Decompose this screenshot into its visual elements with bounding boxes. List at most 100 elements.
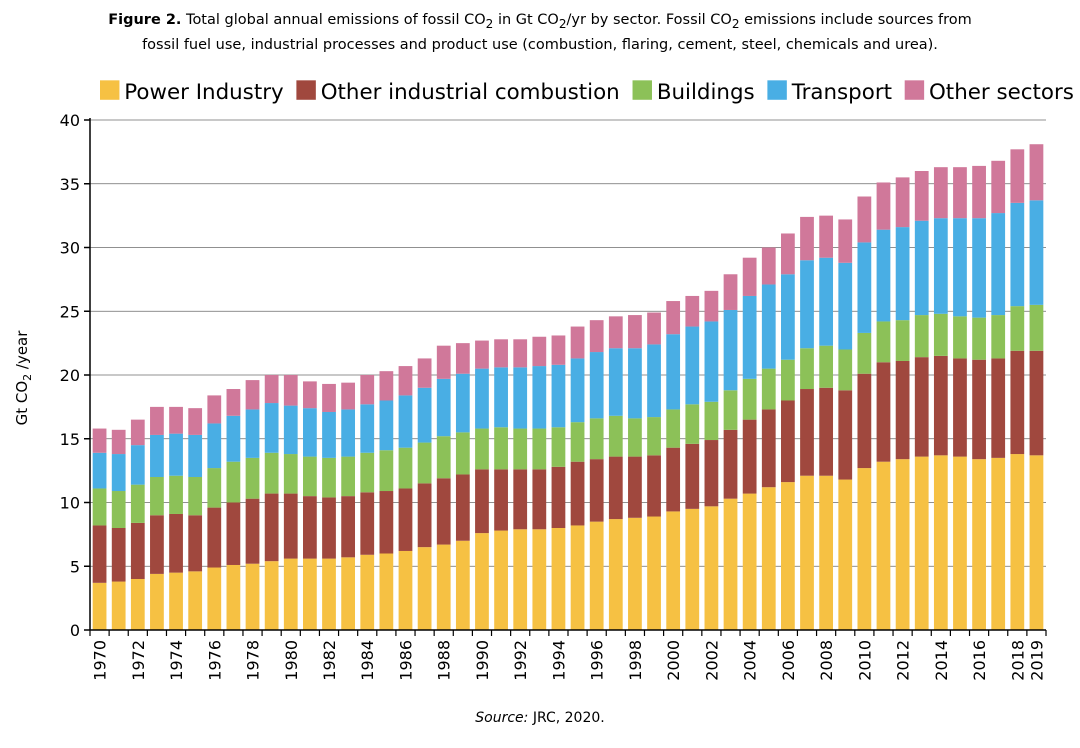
bar-segment xyxy=(991,160,1006,214)
bar-segment xyxy=(398,366,413,396)
bar-segment xyxy=(188,434,203,477)
bar-segment xyxy=(322,457,336,498)
bar-segment xyxy=(876,321,891,363)
bar-segment xyxy=(169,433,183,476)
y-tick-label: 35 xyxy=(60,175,80,194)
bar-segment xyxy=(800,389,814,476)
bar-segment xyxy=(360,554,375,630)
legend-label: Power Industry xyxy=(124,80,284,105)
bar-segment xyxy=(895,177,910,228)
bar-segment xyxy=(972,459,986,630)
bar-segment xyxy=(704,290,719,322)
bar-segment xyxy=(130,484,145,523)
y-axis-label: Gt CO2 /year xyxy=(13,330,34,426)
legend-swatch xyxy=(296,80,316,100)
bar-segment xyxy=(914,220,929,316)
bar-segment xyxy=(150,406,164,435)
bar-segment xyxy=(379,371,394,401)
bar-segment xyxy=(1010,149,1025,203)
bar-segment xyxy=(436,378,451,437)
bar-segment xyxy=(417,483,432,548)
bar-segment xyxy=(169,572,183,631)
x-tick-label: 1978 xyxy=(244,640,263,681)
bar-segment xyxy=(608,456,623,520)
bar-segment xyxy=(857,332,872,374)
bar-segment xyxy=(111,581,126,630)
y-tick-label: 25 xyxy=(60,302,80,321)
bar-segment xyxy=(704,321,719,402)
bar-segment xyxy=(92,525,107,583)
bar-segment xyxy=(513,529,528,630)
bar-segment xyxy=(991,315,1006,359)
bar-segment xyxy=(150,477,164,516)
bar-segment xyxy=(417,387,432,443)
bar-segment xyxy=(589,459,604,522)
bar-segment xyxy=(838,349,853,391)
bar-segment xyxy=(130,445,145,485)
bar-segment xyxy=(92,428,107,453)
x-tick-label: 1990 xyxy=(473,640,492,681)
x-tick-label: 2000 xyxy=(664,640,683,681)
bar-segment xyxy=(914,171,929,221)
bar-segment xyxy=(169,475,183,514)
bar-segment xyxy=(341,382,356,410)
bar-segment xyxy=(532,428,547,470)
bar-segment xyxy=(876,461,891,630)
bar-segment xyxy=(379,553,394,630)
bar-segment xyxy=(933,355,948,456)
bar-segment xyxy=(704,440,719,507)
bar-segment xyxy=(914,315,929,358)
stacked-bar-chart: Power Industry Other industrial combustio… xyxy=(13,80,1074,681)
bar-segment xyxy=(303,456,317,497)
bar-segment xyxy=(685,443,700,509)
bar-segment xyxy=(589,521,604,631)
bars-group xyxy=(92,144,1044,631)
bar-segment xyxy=(283,454,298,494)
x-tick-label: 2008 xyxy=(817,640,836,681)
bar-segment xyxy=(608,348,623,416)
bar-segment xyxy=(742,493,757,630)
bar-segment xyxy=(494,427,508,470)
bar-segment xyxy=(207,395,222,424)
bar-segment xyxy=(417,547,432,631)
bar-segment xyxy=(303,558,317,630)
bar-segment xyxy=(245,563,260,630)
bar-segment xyxy=(436,478,451,545)
bar-segment xyxy=(781,359,795,401)
bar-segment xyxy=(1010,454,1025,630)
bar-segment xyxy=(455,540,470,630)
bar-segment xyxy=(1010,306,1025,351)
bar-segment xyxy=(628,315,642,349)
bar-segment xyxy=(360,492,375,555)
bar-segment xyxy=(341,409,356,457)
bar-segment xyxy=(991,457,1006,631)
bar-segment xyxy=(130,522,145,579)
bar-segment xyxy=(647,312,661,345)
bar-segment xyxy=(761,368,776,410)
x-tick-label: 2018 xyxy=(1008,640,1027,681)
bar-segment xyxy=(628,517,642,630)
bar-segment xyxy=(666,447,681,512)
bar-segment xyxy=(92,488,107,526)
bar-segment xyxy=(417,358,432,388)
bar-segment xyxy=(570,358,585,423)
x-tick-label: 1974 xyxy=(167,640,186,681)
x-tick-label: 1994 xyxy=(549,640,568,681)
bar-segment xyxy=(341,557,356,630)
bar-segment xyxy=(207,567,222,630)
bar-segment xyxy=(781,400,795,483)
bar-segment xyxy=(226,415,241,462)
bar-segment xyxy=(704,506,719,630)
bar-segment xyxy=(111,491,126,528)
bar-segment xyxy=(685,404,700,444)
bar-segment xyxy=(475,368,489,429)
bar-segment xyxy=(475,340,489,369)
caption-text-1: Total global annual emissions of fossil … xyxy=(186,12,486,28)
bar-segment xyxy=(933,455,948,630)
bar-segment xyxy=(800,475,814,630)
y-tick-label: 30 xyxy=(60,239,80,258)
bar-segment xyxy=(245,409,260,458)
bar-segment xyxy=(92,582,107,630)
bar-segment xyxy=(647,417,661,456)
bar-segment xyxy=(551,427,566,467)
